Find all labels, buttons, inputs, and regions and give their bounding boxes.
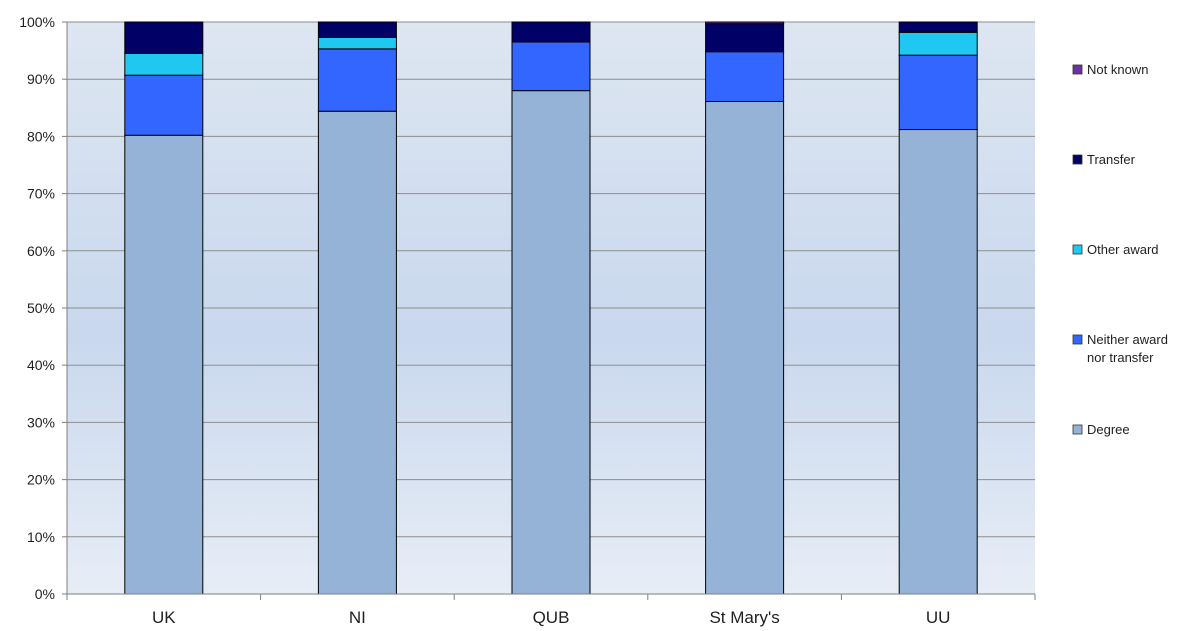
y-tick-label: 90%	[27, 71, 55, 87]
y-tick-label: 100%	[19, 14, 55, 30]
legend-label: Not known	[1087, 62, 1148, 77]
bar-segment	[705, 51, 785, 103]
bar-segment	[124, 21, 204, 54]
y-tick-label: 20%	[27, 472, 55, 488]
y-tick-label: 0%	[35, 586, 55, 602]
bar-segment	[124, 52, 204, 76]
x-category-label: UK	[152, 608, 176, 627]
legend-label: Degree	[1087, 422, 1130, 437]
legend-swatch	[1072, 154, 1083, 165]
bar-segment	[317, 21, 397, 38]
legend-item: Other award	[1072, 242, 1159, 257]
legend-label: Neither award	[1087, 332, 1168, 347]
y-tick-label: 50%	[27, 300, 55, 316]
bar-segment	[898, 54, 978, 131]
legend-item: Transfer	[1072, 152, 1136, 167]
legend-item: Neither award nor transfer	[1072, 332, 1168, 365]
y-tick-label: 10%	[27, 529, 55, 545]
bar-segment	[124, 134, 204, 595]
y-tick-label: 80%	[27, 128, 55, 144]
bar-segment	[705, 21, 785, 25]
bar-segment	[511, 90, 591, 595]
x-category-label: QUB	[533, 608, 570, 627]
legend-swatch	[1072, 334, 1083, 345]
legend-item: Degree	[1072, 422, 1130, 437]
bar-segment	[898, 21, 978, 33]
legend-label: nor transfer	[1087, 350, 1154, 365]
bar-segment	[898, 129, 978, 595]
bars	[124, 21, 978, 595]
y-tick-label: 60%	[27, 243, 55, 259]
legend: Not known Transfer Other award Neither awar…	[1072, 62, 1168, 437]
bar-segment	[705, 101, 785, 595]
bar-segment	[898, 31, 978, 56]
legend-swatch	[1072, 64, 1083, 75]
legend-label: Other award	[1087, 242, 1159, 257]
tick-labels: 0% 10% 20% 30% 40% 50% 60% 70% 80% 90% 100% UK NI QUB…	[19, 14, 950, 627]
bar-segment	[124, 74, 204, 136]
x-category-label: UU	[926, 608, 951, 627]
x-category-label: St Mary's	[709, 608, 779, 627]
bar-segment	[317, 48, 397, 112]
bar-segment	[511, 21, 591, 43]
bar-segment	[317, 110, 397, 595]
bar-segment	[317, 36, 397, 50]
y-tick-label: 40%	[27, 357, 55, 373]
x-category-label: NI	[349, 608, 366, 627]
y-tick-label: 70%	[27, 186, 55, 202]
bar-segment	[511, 41, 591, 92]
legend-swatch	[1072, 244, 1083, 255]
legend-item: Not known	[1072, 62, 1148, 77]
bar-segment	[705, 23, 785, 53]
y-tick-label: 30%	[27, 414, 55, 430]
legend-label: Transfer	[1087, 152, 1136, 167]
legend-swatch	[1072, 424, 1083, 435]
